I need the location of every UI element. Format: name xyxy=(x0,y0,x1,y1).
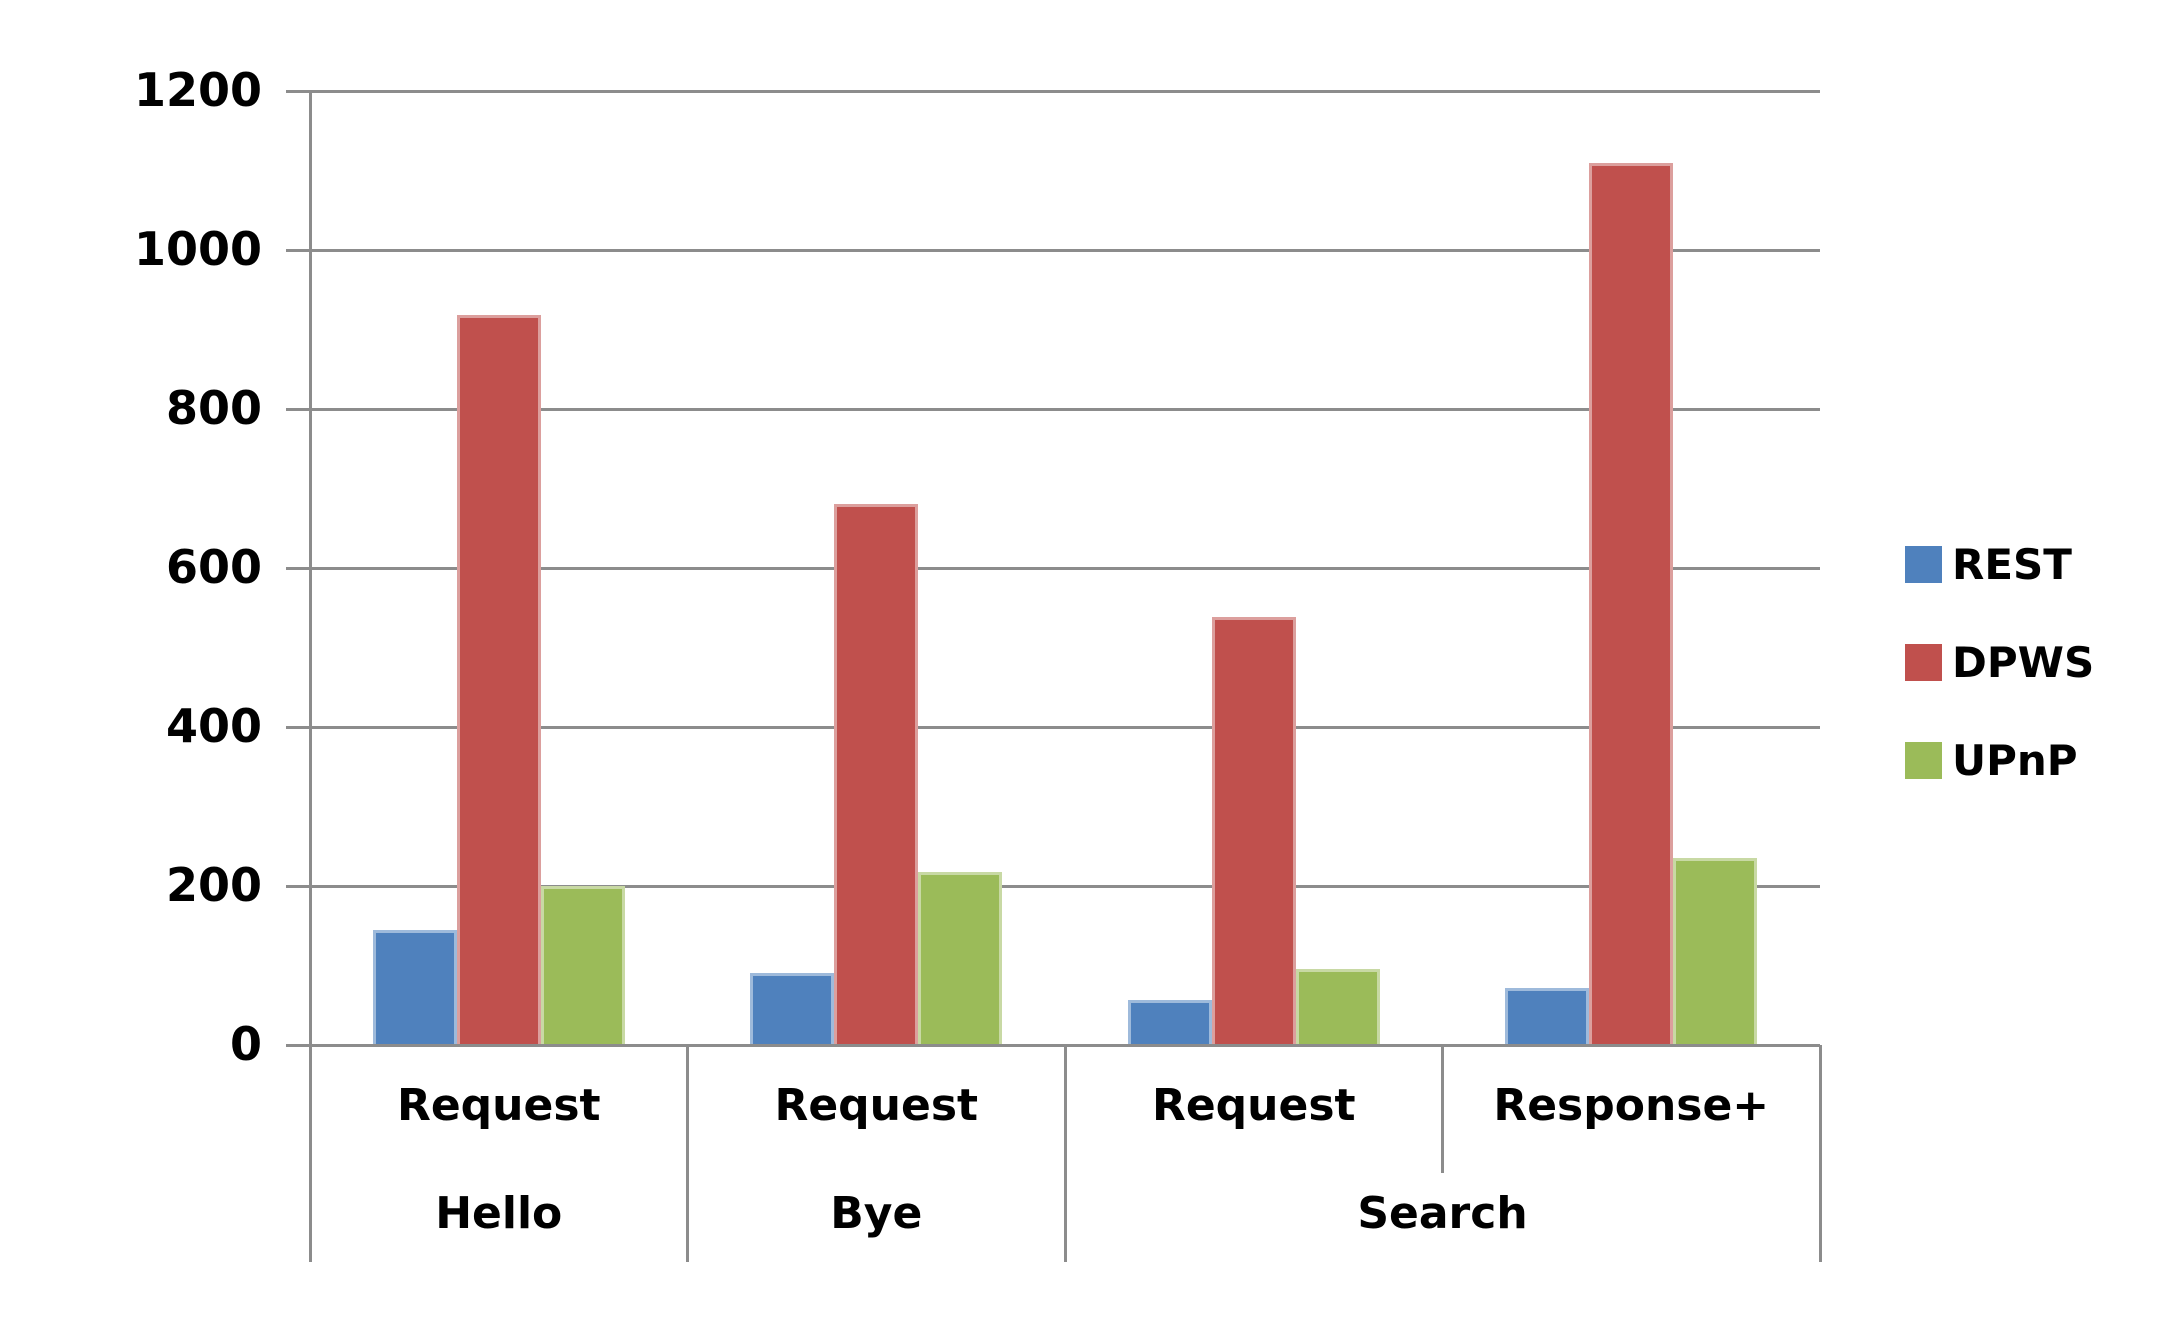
x-divider-2 xyxy=(1063,1045,1067,1262)
x-label-row2-1: Hello xyxy=(435,1188,563,1239)
gridline-200 xyxy=(310,884,1820,888)
y-tick-label-1200: 1200 xyxy=(133,62,262,117)
gridline-1000 xyxy=(310,248,1820,252)
y-tick-600 xyxy=(286,566,310,570)
legend-swatch-upnp xyxy=(1905,742,1942,779)
y-tick-label-200: 200 xyxy=(165,857,262,912)
y-tick-label-0: 0 xyxy=(229,1016,262,1071)
x-axis-right-edge xyxy=(1818,1045,1822,1262)
gridline-1200 xyxy=(310,89,1820,93)
y-axis-line xyxy=(308,91,312,1262)
bar-rest-4 xyxy=(1505,987,1590,1045)
legend-label-rest: REST xyxy=(1952,540,2072,589)
bar-dpws-2 xyxy=(834,504,919,1045)
x-label-row1-1: Request xyxy=(396,1079,601,1131)
gridline-400 xyxy=(310,725,1820,729)
legend-item-rest: REST xyxy=(1905,540,2072,589)
x-label-row2-2: Bye xyxy=(830,1188,923,1239)
legend-item-upnp: UPnP xyxy=(1905,736,2078,785)
y-tick-label-600: 600 xyxy=(165,539,262,594)
x-divider-1 xyxy=(686,1045,689,1262)
y-tick-1000 xyxy=(286,248,310,252)
bar-dpws-1 xyxy=(456,315,541,1045)
bar-dpws-3 xyxy=(1211,617,1296,1045)
x-label-row1-3: Request xyxy=(1151,1079,1356,1131)
bar-rest-2 xyxy=(750,973,835,1045)
x-label-row1-2: Request xyxy=(774,1079,979,1131)
y-tick-0 xyxy=(286,1043,310,1047)
legend-label-dpws: DPWS xyxy=(1952,638,2095,687)
y-tick-label-800: 800 xyxy=(165,380,262,435)
bar-upnp-3 xyxy=(1295,969,1380,1045)
y-tick-label-1000: 1000 xyxy=(133,221,262,276)
gridline-800 xyxy=(310,407,1820,411)
bar-upnp-1 xyxy=(540,886,625,1045)
legend-item-dpws: DPWS xyxy=(1905,638,2094,687)
y-tick-800 xyxy=(286,407,310,411)
bar-rest-3 xyxy=(1127,999,1212,1045)
legend-label-upnp: UPnP xyxy=(1952,736,2078,785)
x-divider-3 xyxy=(1441,1045,1444,1173)
bar-upnp-4 xyxy=(1673,858,1758,1045)
gridline-600 xyxy=(310,566,1820,570)
x-label-row1-4: Response+ xyxy=(1493,1079,1770,1131)
y-tick-label-400: 400 xyxy=(165,698,262,753)
bar-rest-1 xyxy=(372,929,457,1045)
bar-upnp-2 xyxy=(918,871,1003,1045)
legend-swatch-dpws xyxy=(1905,644,1942,681)
y-tick-1200 xyxy=(286,89,310,93)
bar-dpws-4 xyxy=(1589,162,1674,1045)
legend-swatch-rest xyxy=(1905,546,1942,583)
y-tick-400 xyxy=(286,725,310,729)
y-tick-200 xyxy=(286,884,310,888)
x-label-row2-3: Search xyxy=(1357,1188,1528,1239)
